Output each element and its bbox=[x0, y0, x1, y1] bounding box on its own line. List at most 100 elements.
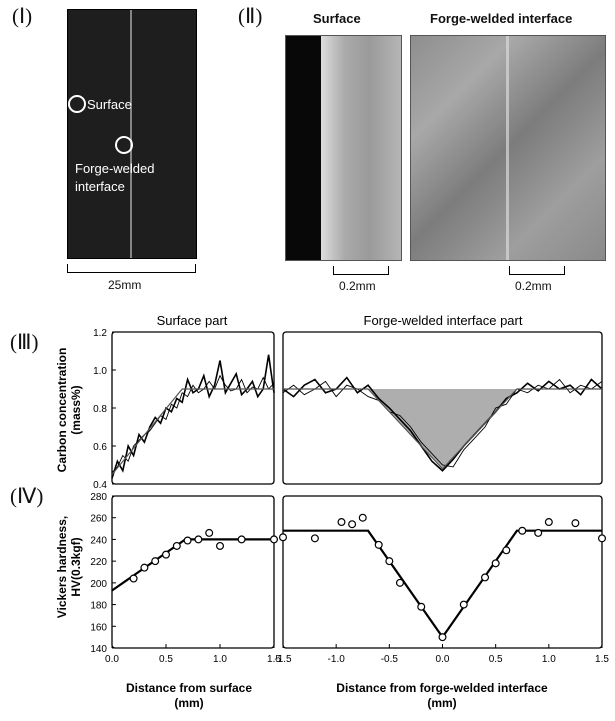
mount-resin bbox=[286, 36, 321, 260]
x-tick-label: 0.5 bbox=[489, 654, 503, 665]
plot-frame bbox=[111, 495, 275, 649]
hardness-point bbox=[417, 602, 426, 611]
hardness-point bbox=[491, 559, 500, 568]
micro-surface-title: Surface bbox=[313, 11, 361, 26]
hardness-point bbox=[518, 526, 527, 535]
hardness-point bbox=[348, 520, 357, 529]
panel-2-label: (Ⅱ) bbox=[238, 4, 263, 28]
ylabel-carbon-line1: Carbon concentration bbox=[55, 348, 69, 473]
hardness-point bbox=[129, 574, 138, 583]
plot-carbon_interface bbox=[282, 331, 603, 485]
hardness-point bbox=[310, 534, 319, 543]
hardness-point bbox=[385, 557, 394, 566]
hardness-point bbox=[237, 535, 246, 544]
xlabel-surface-line1: Distance from surface bbox=[126, 681, 252, 695]
hardness-point bbox=[358, 513, 367, 522]
x-tick-label: 1.5 bbox=[267, 654, 281, 665]
y-tick-label: 1.0 bbox=[93, 366, 107, 377]
hardness-point bbox=[481, 573, 490, 582]
hardness-point bbox=[216, 541, 225, 550]
y-tick-label: 260 bbox=[90, 514, 107, 525]
scale-bar-25mm bbox=[67, 264, 196, 273]
y-tick-label: 220 bbox=[90, 557, 107, 568]
hardness-point bbox=[162, 550, 171, 559]
steel-matrix bbox=[321, 36, 401, 260]
hardness-point bbox=[172, 541, 181, 550]
x-tick-label: -1.5 bbox=[274, 654, 292, 665]
trend-line bbox=[111, 388, 274, 475]
hardness-point bbox=[194, 535, 203, 544]
panel-1-label: (Ⅰ) bbox=[12, 4, 33, 28]
interface-label: Forge-welded interface bbox=[75, 160, 155, 196]
plot-hardness_interface: -1.5 -1.0 -0.5 0.0 0.5 1.0 1.5 bbox=[274, 495, 609, 665]
plot-frame bbox=[111, 331, 275, 485]
scale-left-label: 0.2mm bbox=[339, 279, 376, 293]
scale-bar-right bbox=[509, 266, 565, 275]
ylabel-carbon-line2: (mass%) bbox=[69, 385, 83, 434]
interface-label-line2: interface bbox=[75, 179, 125, 194]
specimen-photo: Surface Forge-welded interface bbox=[67, 9, 197, 259]
hardness-point bbox=[270, 535, 279, 544]
hardness-point bbox=[140, 563, 149, 572]
hardness-point bbox=[183, 536, 192, 545]
weld-line bbox=[130, 10, 132, 258]
xlabel-surface-line2: (mm) bbox=[174, 696, 203, 710]
hardness-point bbox=[597, 534, 606, 543]
x-tick-label: 0.5 bbox=[159, 654, 173, 665]
scale-bar-left bbox=[333, 266, 389, 275]
plot-frame bbox=[282, 495, 603, 649]
scale-25mm-label: 25mm bbox=[108, 278, 142, 292]
micro-interface-title: Forge-welded interface bbox=[430, 11, 573, 26]
carbon-series-line bbox=[111, 374, 275, 473]
surface-marker-circle bbox=[68, 95, 86, 113]
plot-carbon_surface: 0.4 0.6 0.8 1.0 1.2 bbox=[93, 328, 275, 491]
hardness-point bbox=[151, 557, 160, 566]
hardness-point bbox=[534, 528, 543, 537]
ylabel-hardness-line1: Vickers hardness, bbox=[55, 516, 69, 619]
hardness-point bbox=[395, 578, 404, 587]
y-tick-label: 180 bbox=[90, 601, 107, 612]
x-tick-label: 1.0 bbox=[213, 654, 227, 665]
surface-label: Surface bbox=[87, 97, 132, 112]
hardness-point bbox=[459, 600, 468, 609]
y-tick-label: 0.6 bbox=[93, 442, 107, 453]
interface-crack bbox=[506, 36, 509, 260]
hardness-point bbox=[205, 528, 214, 537]
hardness-point bbox=[502, 546, 511, 555]
xlabel-interface-line2: (mm) bbox=[427, 696, 456, 710]
y-tick-label: 0.8 bbox=[93, 404, 107, 415]
y-tick-label: 140 bbox=[90, 644, 107, 655]
x-tick-label: -0.5 bbox=[381, 654, 399, 665]
x-tick-label: 1.5 bbox=[595, 654, 609, 665]
hardness-point bbox=[374, 540, 383, 549]
y-tick-label: 280 bbox=[90, 492, 107, 503]
trend-line bbox=[283, 388, 602, 470]
ylabel-hardness-line2: HV(0.3kgf) bbox=[69, 537, 83, 596]
y-tick-label: 160 bbox=[90, 622, 107, 633]
x-tick-label: -1.0 bbox=[328, 654, 346, 665]
y-tick-label: 0.4 bbox=[93, 480, 107, 491]
micrograph-surface bbox=[285, 35, 402, 261]
hardness-point bbox=[544, 518, 553, 527]
x-tick-label: 0.0 bbox=[436, 654, 450, 665]
micrograph-interface bbox=[410, 35, 606, 261]
interface-marker-circle bbox=[115, 136, 133, 154]
panel-4-label: (Ⅳ) bbox=[10, 484, 44, 508]
chart-title-interface: Forge-welded interface part bbox=[364, 313, 523, 328]
y-tick-label: 240 bbox=[90, 535, 107, 546]
hardness-point bbox=[337, 518, 346, 527]
y-tick-label: 1.2 bbox=[93, 328, 107, 339]
y-tick-label: 200 bbox=[90, 579, 107, 590]
x-tick-label: 1.0 bbox=[542, 654, 556, 665]
chart-title-surface: Surface part bbox=[157, 313, 228, 328]
interface-label-line1: Forge-welded bbox=[75, 161, 155, 176]
scale-right-label: 0.2mm bbox=[515, 279, 552, 293]
panel-3-label: (Ⅲ) bbox=[10, 330, 39, 354]
x-tick-label: 0.0 bbox=[105, 654, 119, 665]
hardness-point bbox=[571, 519, 580, 528]
hardness-point bbox=[279, 533, 288, 542]
plot-hardness_surface: 140 160 180 200 220 240 260 280 0.0 0.5 1.0 1.5 bbox=[90, 492, 281, 665]
hardness-point bbox=[438, 633, 447, 642]
depletion-shaded-area bbox=[368, 389, 517, 469]
